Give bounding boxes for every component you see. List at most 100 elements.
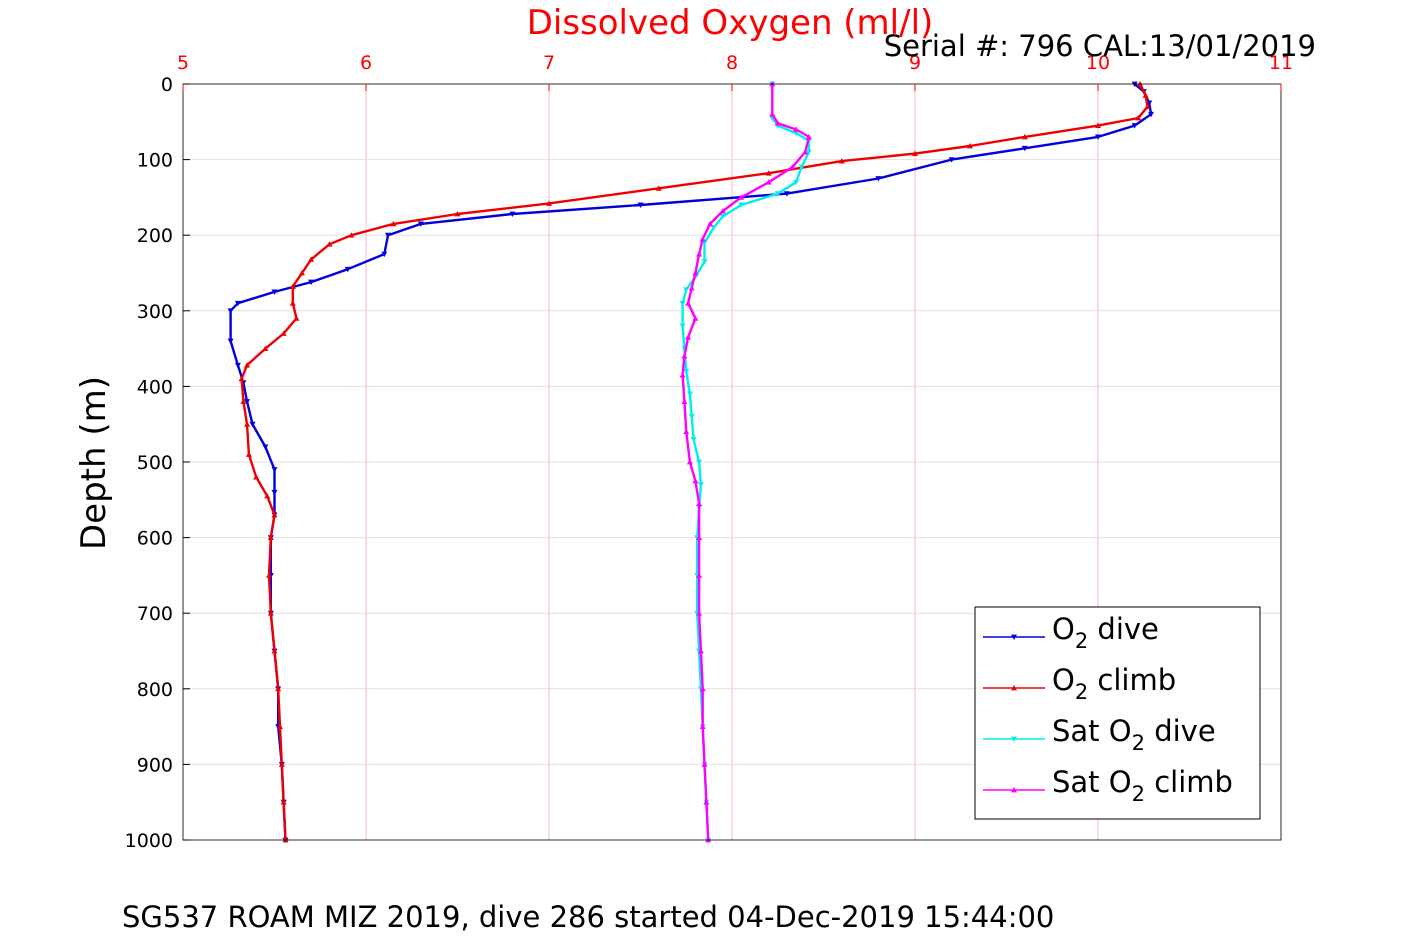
x-tick-label: 11	[1269, 52, 1293, 74]
data-point	[1131, 123, 1138, 129]
data-point	[875, 176, 882, 182]
legend-label-rest: climb	[1145, 765, 1233, 799]
x-tick-label: 7	[543, 52, 555, 74]
x-tick-label: 9	[909, 52, 921, 74]
data-point	[966, 142, 973, 149]
x-tick-label: 8	[726, 52, 738, 74]
data-point	[1021, 133, 1028, 140]
legend-label-rest: climb	[1088, 663, 1176, 697]
data-point	[798, 164, 805, 171]
data-point	[679, 323, 686, 329]
data-point	[692, 315, 699, 321]
legend-box	[974, 606, 1261, 820]
data-point	[348, 232, 355, 238]
data-point	[696, 500, 703, 506]
data-point	[701, 761, 708, 767]
data-point	[710, 225, 717, 231]
tick-labels: 5 6 7 8 9 10 11 0 100 200 300 400 500 600 700 800 900 100…	[125, 52, 1293, 852]
data-point	[234, 362, 241, 369]
data-point	[271, 511, 278, 518]
y-tick-label: 800	[137, 679, 173, 701]
data-point	[249, 421, 256, 428]
data-point	[234, 300, 241, 307]
data-point	[637, 202, 644, 208]
data-point	[696, 572, 703, 578]
data-point	[293, 315, 300, 321]
data-point	[417, 221, 424, 227]
data-point	[546, 200, 552, 206]
y-tick-label: 700	[137, 603, 173, 625]
data-point	[681, 353, 688, 359]
data-point	[244, 399, 251, 405]
data-point	[683, 368, 690, 375]
data-point	[280, 330, 287, 336]
legend-label: Sat O2 dive	[1052, 714, 1216, 755]
data-point	[384, 232, 391, 239]
data-point	[688, 285, 695, 291]
plot-series	[227, 81, 1155, 843]
legend-label: Sat O2 climb	[1052, 765, 1233, 806]
data-point	[289, 300, 296, 306]
data-point	[244, 362, 251, 368]
data-point	[271, 489, 278, 496]
data-point	[227, 338, 234, 345]
legend-label-rest: dive	[1145, 714, 1216, 748]
data-point	[692, 270, 699, 276]
data-point	[696, 534, 703, 540]
y-tick-label: 900	[137, 754, 173, 776]
data-point	[769, 111, 776, 117]
legend-marker	[1011, 787, 1017, 793]
y-tick-label: 1000	[125, 830, 173, 852]
data-point	[802, 149, 809, 155]
y-axis-label: Depth (m)	[74, 376, 114, 550]
data-point	[1095, 134, 1101, 140]
data-point	[774, 191, 781, 197]
legend-label-subscript: 2	[1132, 731, 1145, 755]
data-point	[454, 211, 461, 217]
data-point	[789, 164, 796, 170]
data-point	[793, 179, 800, 186]
data-point	[267, 610, 274, 616]
data-point	[699, 723, 706, 729]
data-point	[683, 287, 690, 293]
data-point	[280, 799, 287, 805]
data-point	[783, 191, 790, 197]
chart-subtitle: Serial #: 796 CAL:13/01/2019	[884, 29, 1316, 63]
data-point	[238, 375, 245, 382]
data-point	[912, 150, 918, 156]
data-point	[686, 459, 693, 465]
data-point	[948, 157, 955, 163]
data-point	[1142, 92, 1149, 98]
legend-marker	[1011, 685, 1017, 691]
series-1	[238, 81, 1151, 843]
data-point	[738, 202, 745, 208]
legend-marker	[1011, 634, 1017, 640]
legend-label: O2 dive	[1052, 612, 1159, 653]
series-line	[681, 84, 811, 841]
data-point	[264, 493, 271, 499]
y-tick-label: 300	[137, 301, 173, 323]
data-point	[719, 208, 726, 214]
data-point	[793, 126, 800, 132]
data-point	[679, 300, 686, 307]
data-point	[765, 179, 772, 185]
data-point	[245, 451, 252, 457]
data-point	[244, 421, 251, 427]
legend-label-main: Sat O	[1052, 765, 1132, 799]
legend-label-subscript: 2	[1075, 680, 1088, 704]
data-point	[696, 251, 703, 257]
data-point	[685, 334, 692, 340]
series-line	[240, 83, 1149, 841]
data-point	[696, 459, 703, 465]
data-point	[699, 235, 706, 242]
data-point	[838, 158, 845, 164]
data-point	[692, 477, 699, 484]
y-tick-label: 500	[137, 452, 173, 474]
data-point	[1144, 103, 1151, 110]
data-point	[271, 467, 278, 473]
y-tick-label: 0	[161, 74, 173, 96]
data-point	[681, 398, 688, 404]
figure-caption: SG537 ROAM MIZ 2019, dive 286 started 04…	[122, 900, 1054, 934]
y-tick-label: 400	[137, 376, 173, 398]
